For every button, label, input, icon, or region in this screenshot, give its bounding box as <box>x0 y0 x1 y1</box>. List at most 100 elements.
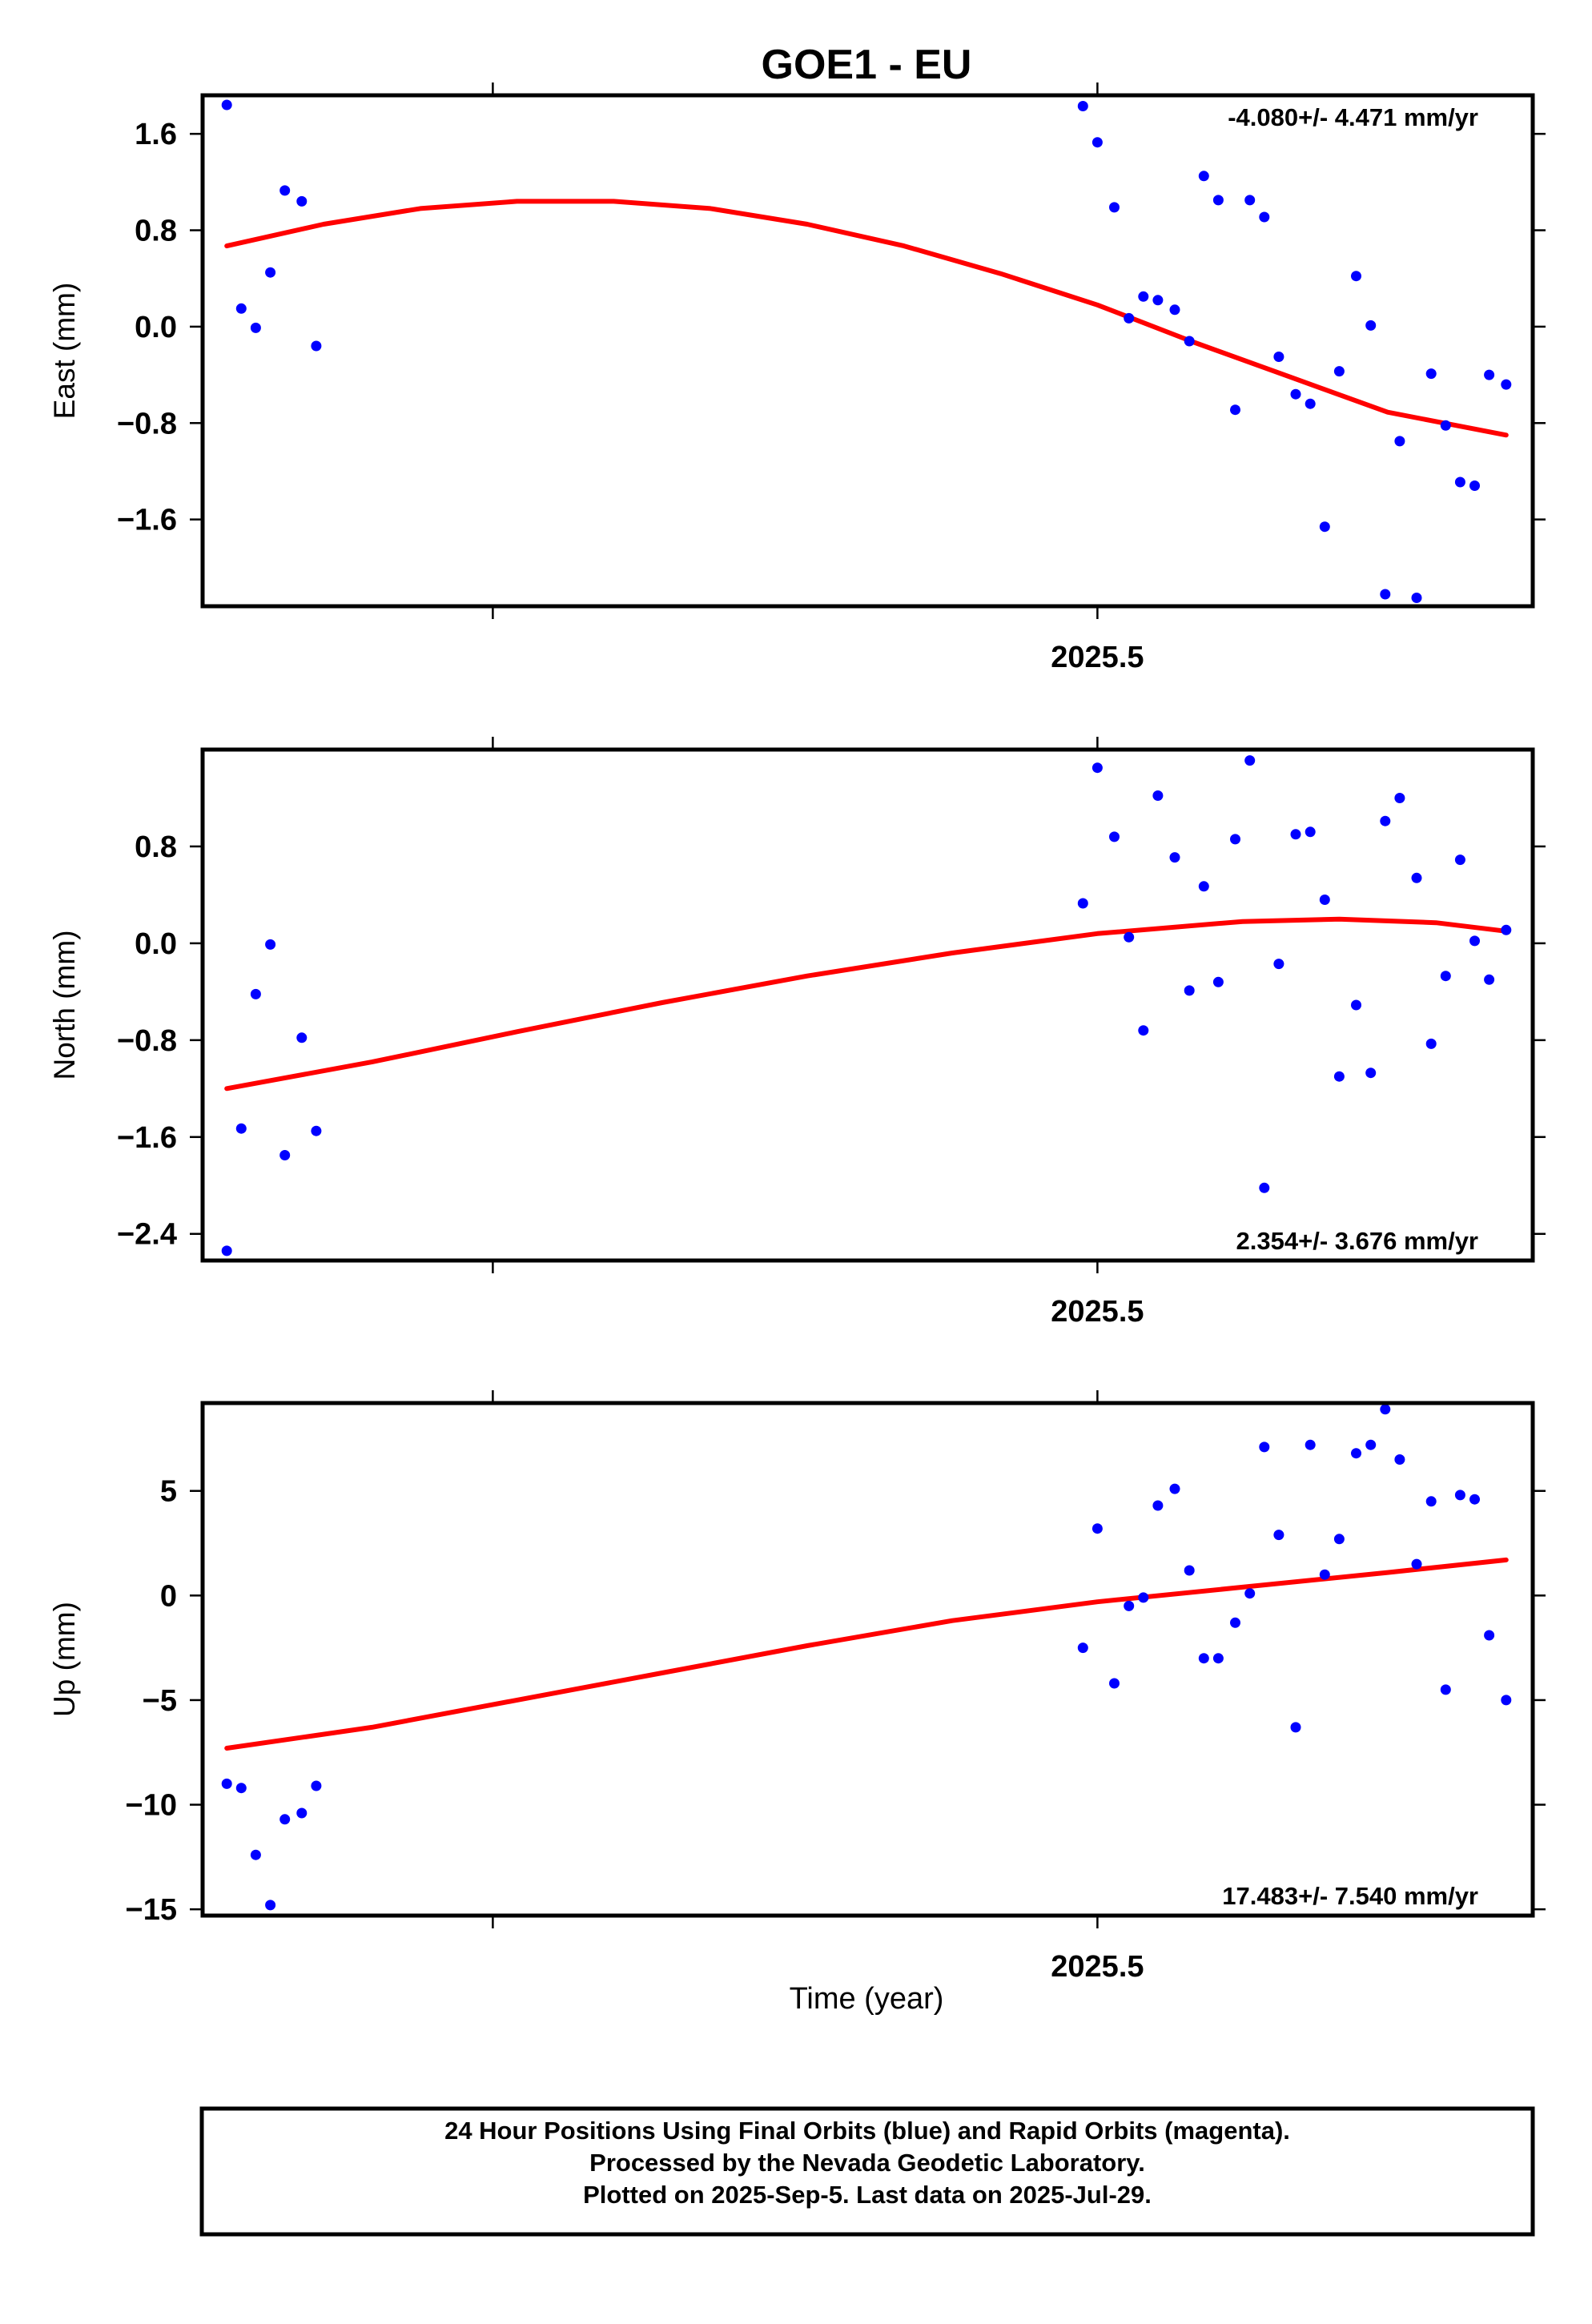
up-data-point <box>279 1814 291 1825</box>
east-fit-line <box>224 199 1509 438</box>
footer-box: 24 Hour Positions Using Final Orbits (bl… <box>199 2106 1535 2237</box>
east-data-point <box>1454 476 1465 488</box>
up-data-point <box>1394 1454 1405 1465</box>
north-data-point <box>265 939 276 950</box>
east-data-point <box>1138 291 1149 302</box>
north-data-point <box>1319 895 1330 905</box>
up-data-point <box>1440 1684 1451 1695</box>
east-y-axis-label: East (mm) <box>48 283 81 420</box>
north-data-point <box>1091 762 1103 774</box>
east-data-point <box>1440 420 1451 431</box>
north-ytick-label: −0.8 <box>117 1024 177 1058</box>
north-data-point <box>1273 959 1284 970</box>
east-xtick-label: 2025.5 <box>1051 641 1144 674</box>
east-data-point <box>1469 480 1480 491</box>
up-panel: −15 −10 −5 0 5 2025.5 Up (mm) 17.483+/- 7.540 m… <box>48 1390 1546 1984</box>
north-data-point <box>235 1123 247 1134</box>
up-ytick-label: 0 <box>160 1579 177 1613</box>
north-data-point <box>1469 935 1480 947</box>
east-data-point <box>1394 436 1405 447</box>
up-data-point <box>235 1783 247 1794</box>
up-ytick-label: −5 <box>143 1684 177 1718</box>
north-data-point <box>1351 999 1361 1011</box>
up-data-point <box>1319 1569 1330 1580</box>
north-data-point <box>1259 1182 1270 1193</box>
north-data-point <box>1440 971 1451 982</box>
east-frame <box>200 93 1535 609</box>
up-ytick-label: −10 <box>126 1789 177 1823</box>
up-data-point <box>1411 1558 1422 1570</box>
up-fit-line <box>224 1557 1509 1751</box>
up-data-point <box>1273 1530 1284 1541</box>
north-data-point <box>279 1150 291 1160</box>
east-data-point <box>1184 336 1195 347</box>
east-data-point <box>1109 202 1120 213</box>
east-data-point <box>1091 137 1103 148</box>
up-data-point <box>1501 1695 1512 1706</box>
east-data-point <box>235 303 247 314</box>
east-rate-label: -4.080+/- 4.471 mm/yr <box>1228 103 1478 131</box>
north-data-point <box>296 1032 308 1043</box>
north-ytick-label: −1.6 <box>117 1121 177 1155</box>
up-ytick-label: −15 <box>126 1893 177 1927</box>
up-data-point <box>1305 1439 1316 1450</box>
east-ytick-label: 0.8 <box>135 215 177 248</box>
up-data-point <box>1425 1496 1437 1507</box>
north-data-point <box>1454 854 1465 866</box>
east-data-point <box>1365 320 1377 331</box>
north-data-point <box>1184 985 1195 996</box>
east-data-point <box>1169 304 1180 316</box>
north-data-point <box>1230 834 1240 845</box>
north-data-point <box>1394 793 1405 803</box>
north-data-point <box>1138 1025 1149 1036</box>
north-xtick-label: 2025.5 <box>1051 1295 1144 1329</box>
footer-line-3: Plotted on 2025-Sep-5. Last data on 2025… <box>583 2181 1152 2209</box>
north-data-point <box>1484 974 1495 985</box>
up-data-point <box>1290 1722 1301 1733</box>
east-data-point <box>1411 593 1422 603</box>
up-xtick-label: 2025.5 <box>1051 1950 1144 1984</box>
up-ytick-label: 5 <box>160 1475 177 1509</box>
east-data-point <box>1484 369 1495 380</box>
up-data-point <box>1138 1592 1149 1603</box>
north-data-point <box>1411 872 1422 883</box>
east-data-point <box>1319 521 1330 533</box>
up-data-point <box>1184 1565 1195 1576</box>
north-ytick-label: −2.4 <box>117 1218 177 1252</box>
north-data-point <box>221 1245 232 1256</box>
east-data-point <box>279 185 291 196</box>
east-data-point <box>1198 171 1209 182</box>
footer-line-2: Processed by the Nevada Geodetic Laborat… <box>589 2149 1145 2177</box>
x-axis-label: Time (year) <box>790 1982 944 2016</box>
east-data-point <box>1124 312 1135 324</box>
up-data-point <box>1454 1490 1465 1501</box>
north-data-point <box>250 988 261 999</box>
east-data-point <box>1425 368 1437 380</box>
up-data-point <box>1351 1448 1361 1459</box>
up-data-point <box>1077 1642 1088 1654</box>
east-data-point <box>265 267 276 278</box>
north-fit-line <box>224 916 1509 1092</box>
east-data-point <box>1077 101 1088 111</box>
north-data-point <box>1109 831 1120 842</box>
east-data-point <box>1305 398 1316 409</box>
up-data-point <box>250 1849 261 1860</box>
north-data-point <box>1365 1068 1377 1079</box>
up-data-point <box>1109 1678 1120 1689</box>
north-data-point <box>1244 755 1256 766</box>
up-data-point <box>1365 1439 1377 1450</box>
east-data-point <box>1230 404 1240 416</box>
up-data-point <box>296 1807 308 1819</box>
up-data-point <box>221 1778 232 1789</box>
east-data-point <box>296 195 308 207</box>
up-data-point <box>311 1780 322 1791</box>
east-ytick-label: 0.0 <box>135 311 177 344</box>
north-data-point <box>1152 790 1164 801</box>
east-panel: −1.6 −0.8 0.0 0.8 1.6 2025.5 East (mm) -4.080+/… <box>48 82 1546 674</box>
up-plot-area <box>221 1404 1512 1911</box>
north-y-axis-label: North (mm) <box>48 930 81 1080</box>
east-data-point <box>1501 379 1512 390</box>
up-frame <box>200 1401 1535 1918</box>
east-data-point <box>221 99 232 111</box>
